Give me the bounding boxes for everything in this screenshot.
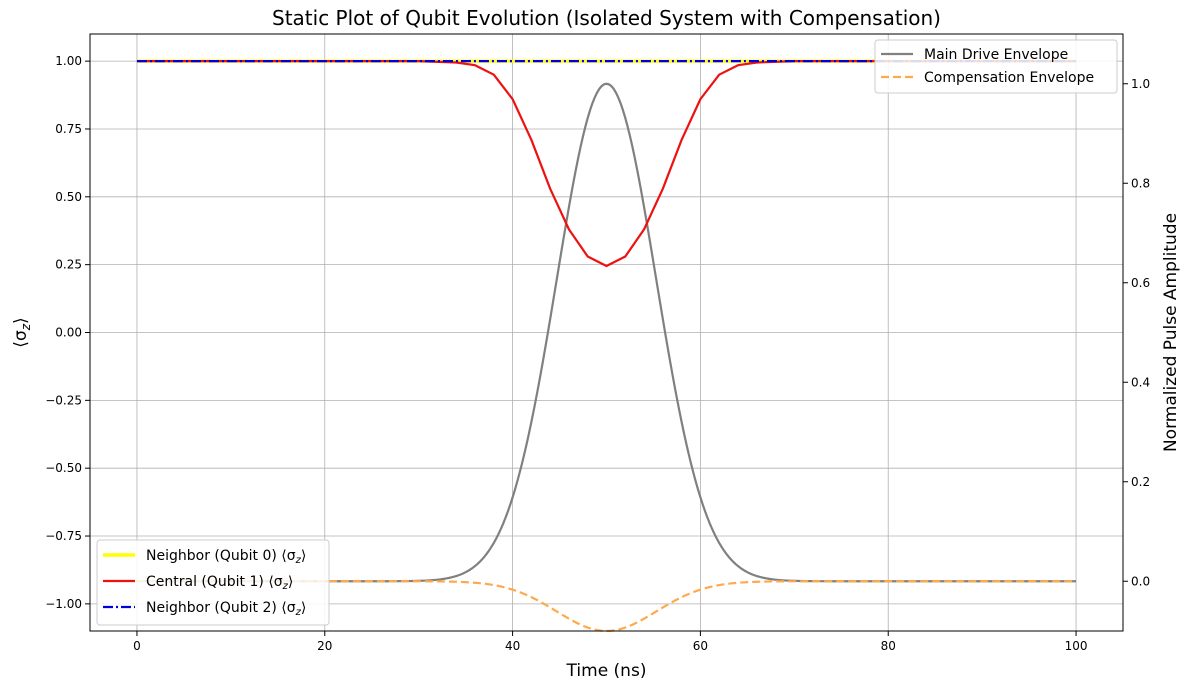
y-axis-label-right: Normalized Pulse Amplitude xyxy=(1161,213,1181,452)
x-tick-label: 60 xyxy=(693,639,708,653)
grid xyxy=(90,34,1123,631)
y-tick-label-left: −0.25 xyxy=(45,393,82,407)
y-tick-label-right: 1.0 xyxy=(1131,77,1150,91)
legend-left-label: Central (Qubit 1) ⟨σz⟩ xyxy=(146,574,293,592)
y-tick-label-right: 0.8 xyxy=(1131,176,1150,190)
chart-title: Static Plot of Qubit Evolution (Isolated… xyxy=(272,6,941,30)
y-tick-label-right: 0.2 xyxy=(1131,475,1150,489)
central-qubit1-line xyxy=(136,60,1077,268)
y-tick-label-left: 0.75 xyxy=(55,122,82,136)
y-tick-label-left: −1.00 xyxy=(45,597,82,611)
y-tick-label-left: 0.25 xyxy=(55,258,82,272)
x-tick-label: 40 xyxy=(505,639,520,653)
legend-left: Neighbor (Qubit 0) ⟨σz⟩ Central (Qubit 1)… xyxy=(96,539,330,626)
y-tick-label-left: −0.75 xyxy=(45,529,82,543)
x-tick-label: 80 xyxy=(881,639,896,653)
legend-right: Main Drive Envelope Compensation Envelope xyxy=(874,39,1118,94)
legend-left-box xyxy=(96,539,330,626)
y-tick-label-right: 0.4 xyxy=(1131,375,1150,389)
y-axis-label-left: ⟨σz⟩ xyxy=(11,317,33,347)
y-tick-label-right: 0.0 xyxy=(1131,574,1150,588)
x-tick-label: 0 xyxy=(133,639,141,653)
y-tick-label-left: 0.50 xyxy=(55,190,82,204)
y-tick-label-left: −0.50 xyxy=(45,461,82,475)
y-tick-label-left: 1.00 xyxy=(55,54,82,68)
y-tick-label-right: 0.6 xyxy=(1131,276,1150,290)
legend-right-box xyxy=(874,39,1118,94)
x-axis-label: Time (ns) xyxy=(566,661,647,681)
legend-left-label: Neighbor (Qubit 0) ⟨σz⟩ xyxy=(146,548,306,566)
legend-right-label: Main Drive Envelope xyxy=(924,47,1068,63)
legend-left-label: Neighbor (Qubit 2) ⟨σz⟩ xyxy=(146,600,306,618)
y-tick-label-left: 0.00 xyxy=(55,326,82,340)
x-tick-label: 100 xyxy=(1065,639,1088,653)
x-tick-label: 20 xyxy=(317,639,332,653)
ticks-layer: 0 20 40 60 80 100 1.00 0.75 0.50 0.25 0.00 −0.25 −0.… xyxy=(45,54,1150,653)
legend-right-label: Compensation Envelope xyxy=(924,70,1094,86)
